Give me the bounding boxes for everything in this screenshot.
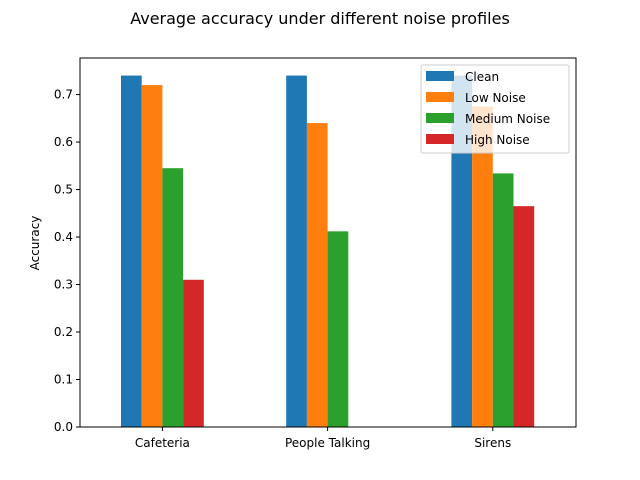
legend-label: Clean (465, 70, 499, 84)
bar-medium-noise-sirens (492, 173, 514, 427)
y-tick-label: 0.3 (54, 278, 73, 292)
legend-swatch (426, 92, 454, 102)
bar-clean-sirens (451, 75, 473, 427)
bar-medium-noise-people-talking (327, 231, 349, 427)
legend-label: High Noise (465, 133, 530, 147)
legend-swatch (426, 113, 454, 123)
plot-area: 0.0 0.1 0.2 0.3 0.4 0.5 0.6 0.7 Cafeteria People … (54, 57, 577, 450)
bar-clean-people-talking (286, 75, 307, 427)
y-axis-label: Accuracy (28, 216, 42, 271)
x-tick-label: Cafeteria (135, 436, 190, 450)
legend: Clean Low Noise Medium Noise High Noise (420, 64, 570, 154)
bar-clean-cafeteria (121, 75, 142, 427)
y-tick-label: 0.5 (54, 183, 73, 197)
y-tick-label: 0.6 (54, 135, 73, 149)
y-tick-label: 0.4 (54, 230, 73, 244)
legend-swatch (426, 134, 454, 144)
y-tick-label: 0.7 (54, 88, 73, 102)
legend-swatch (426, 71, 454, 81)
legend-box (420, 64, 570, 154)
bar-low-noise-sirens (472, 106, 493, 427)
legend-label: Low Noise (465, 91, 526, 105)
chart-title: Average accuracy under different noise p… (130, 9, 510, 28)
bar-high-noise-cafeteria (183, 279, 204, 427)
y-tick-label: 0.2 (54, 325, 73, 339)
bar-low-noise-people-talking (306, 123, 328, 427)
x-tick-label: Sirens (474, 436, 511, 450)
bar-high-noise-sirens (513, 206, 535, 427)
bar-low-noise-cafeteria (141, 85, 163, 427)
bar-medium-noise-cafeteria (162, 168, 184, 427)
x-tick-label: People Talking (285, 436, 370, 450)
y-tick-label: 0.1 (54, 373, 73, 387)
legend-label: Medium Noise (465, 112, 550, 126)
y-tick-label: 0.0 (54, 420, 73, 434)
